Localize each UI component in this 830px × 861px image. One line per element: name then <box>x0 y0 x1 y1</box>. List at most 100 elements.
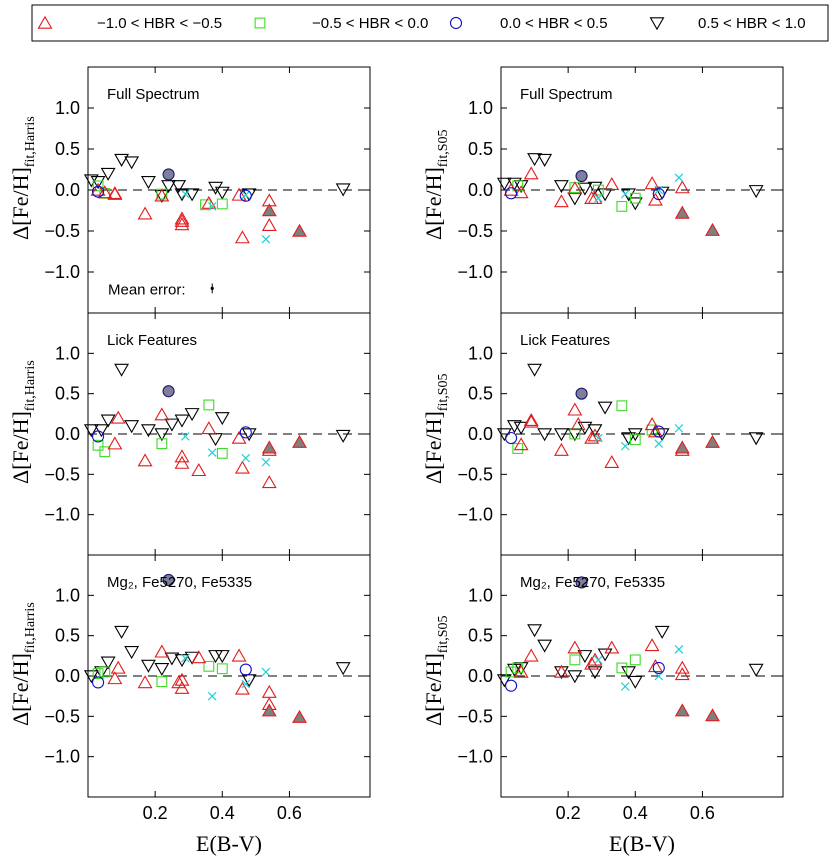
data-point-t1 <box>137 453 153 467</box>
data-point-t1 <box>523 414 539 428</box>
data-point-t4 <box>513 421 529 435</box>
y-tick-label: 1.0 <box>55 343 80 363</box>
data-point-t2 <box>616 400 628 412</box>
data-point-t1 <box>553 664 569 678</box>
data-point-x <box>261 234 271 244</box>
data-point-x <box>654 439 664 449</box>
data-point-t4 <box>241 674 257 688</box>
data-point-t1 <box>231 648 247 662</box>
data-point-fc <box>575 387 588 400</box>
data-point-t1 <box>674 180 690 194</box>
y-axis-label: Δ[Fe/H]fit,S05 <box>421 129 451 240</box>
data-point-t4 <box>90 176 106 190</box>
data-point-t1 <box>567 640 583 654</box>
y-axis-label-subscript: fit,Harris <box>23 360 38 411</box>
data-point-x <box>241 679 251 689</box>
data-point-t4 <box>114 153 130 167</box>
panel-tl: −1.0 −0.5 0.0 0.5 1.0 Mean error: Full Spectru… <box>8 66 371 314</box>
data-point-t2 <box>92 439 104 451</box>
data-point-t1 <box>644 176 660 190</box>
data-point-t3 <box>504 679 518 692</box>
data-point-t1 <box>513 664 529 678</box>
y-tick-label: −0.5 <box>44 221 80 241</box>
data-point-t4 <box>154 662 170 677</box>
y-axis-label-subscript: fit,S05 <box>436 615 451 653</box>
data-point-t4 <box>214 650 230 664</box>
legend-marker-t4 <box>649 17 665 31</box>
data-point-t4 <box>114 363 130 377</box>
data-point-t2 <box>512 180 524 192</box>
data-point-t3 <box>652 188 665 201</box>
data-point-t4 <box>100 414 116 428</box>
data-point-t4 <box>587 424 603 438</box>
data-point-t1 <box>97 185 113 199</box>
data-point-t4 <box>567 192 583 206</box>
data-point-t4 <box>214 412 230 426</box>
data-point-t4 <box>114 625 130 639</box>
data-point-ft <box>261 440 277 454</box>
data-point-x <box>594 655 603 665</box>
data-point-ft <box>261 203 277 217</box>
legend-label-t1: −1.0 < HBR < −0.5 <box>97 15 222 32</box>
data-point-t3 <box>91 185 105 198</box>
panel-title: Mg₂, Fe5270, Fe5335 <box>520 574 665 591</box>
data-point-x <box>620 682 630 691</box>
data-point-t1 <box>604 640 620 654</box>
y-tick-label: −0.5 <box>44 464 80 484</box>
data-point-x <box>181 189 190 199</box>
data-point-fc <box>162 385 175 398</box>
data-point-t1 <box>110 410 126 424</box>
panel-bl: −1.0 −0.5 0.0 0.5 1.0 0.2 0.4 0.6 Mg₂, Fe5270, F… <box>8 554 371 823</box>
data-point-t1 <box>644 417 660 431</box>
data-point-t2 <box>616 200 628 212</box>
y-axis-label-subscript: fit,S05 <box>436 373 451 411</box>
data-point-t4 <box>184 408 200 422</box>
data-point-x <box>620 441 630 451</box>
data-point-t4 <box>124 646 140 660</box>
data-point-t1 <box>674 660 690 674</box>
data-point-x <box>261 457 271 467</box>
data-point-t3 <box>239 189 252 202</box>
data-point-t1 <box>604 176 620 191</box>
data-point-t3 <box>504 431 518 445</box>
data-point-t2 <box>616 662 628 674</box>
y-tick-label: 0.5 <box>55 626 80 646</box>
data-point-t1 <box>674 667 690 681</box>
data-point-t1 <box>90 182 106 196</box>
data-point-t2 <box>629 434 641 446</box>
y-tick-label: 1.0 <box>468 343 493 363</box>
data-point-t4 <box>567 670 583 684</box>
y-tick-label: 1.0 <box>468 98 493 118</box>
data-point-t2 <box>216 198 228 210</box>
data-point-t1 <box>261 684 277 698</box>
data-point-t1 <box>567 181 583 195</box>
panel-title: Full Spectrum <box>107 86 200 103</box>
data-point-t1 <box>201 421 217 435</box>
data-point-ft <box>674 205 690 219</box>
data-point-t4 <box>527 624 543 638</box>
panel-br: −1.0 −0.5 0.0 0.5 1.0 0.2 0.4 0.6 Mg₂, Fe5270, F… <box>421 554 784 823</box>
data-point-t1 <box>107 436 123 450</box>
data-point-t1 <box>647 424 663 438</box>
data-point-t2 <box>505 666 517 678</box>
data-point-t1 <box>234 230 250 244</box>
data-point-ft <box>261 703 277 717</box>
data-point-t4 <box>184 188 200 202</box>
data-point-t4 <box>577 650 593 664</box>
data-point-t4 <box>214 186 230 200</box>
data-point-t4 <box>537 153 553 167</box>
data-point-x <box>674 173 684 183</box>
data-point-t4 <box>506 663 522 677</box>
data-point-x <box>674 424 684 433</box>
y-tick-label: −1.0 <box>44 747 80 767</box>
data-point-t4 <box>335 429 351 443</box>
data-point-ft <box>705 222 720 236</box>
y-tick-label: 0.5 <box>468 626 493 646</box>
data-point-t1 <box>570 417 586 431</box>
y-axis-label-subscript: fit,S05 <box>436 129 451 167</box>
legend: −1.0 < HBR < −0.5 −0.5 < HBR < 0.0 0.0 < H… <box>31 4 829 42</box>
y-axis-label: Δ[Fe/H]fit,Harris <box>8 360 38 484</box>
data-point-t4 <box>577 421 593 435</box>
data-point-t4 <box>597 401 613 415</box>
